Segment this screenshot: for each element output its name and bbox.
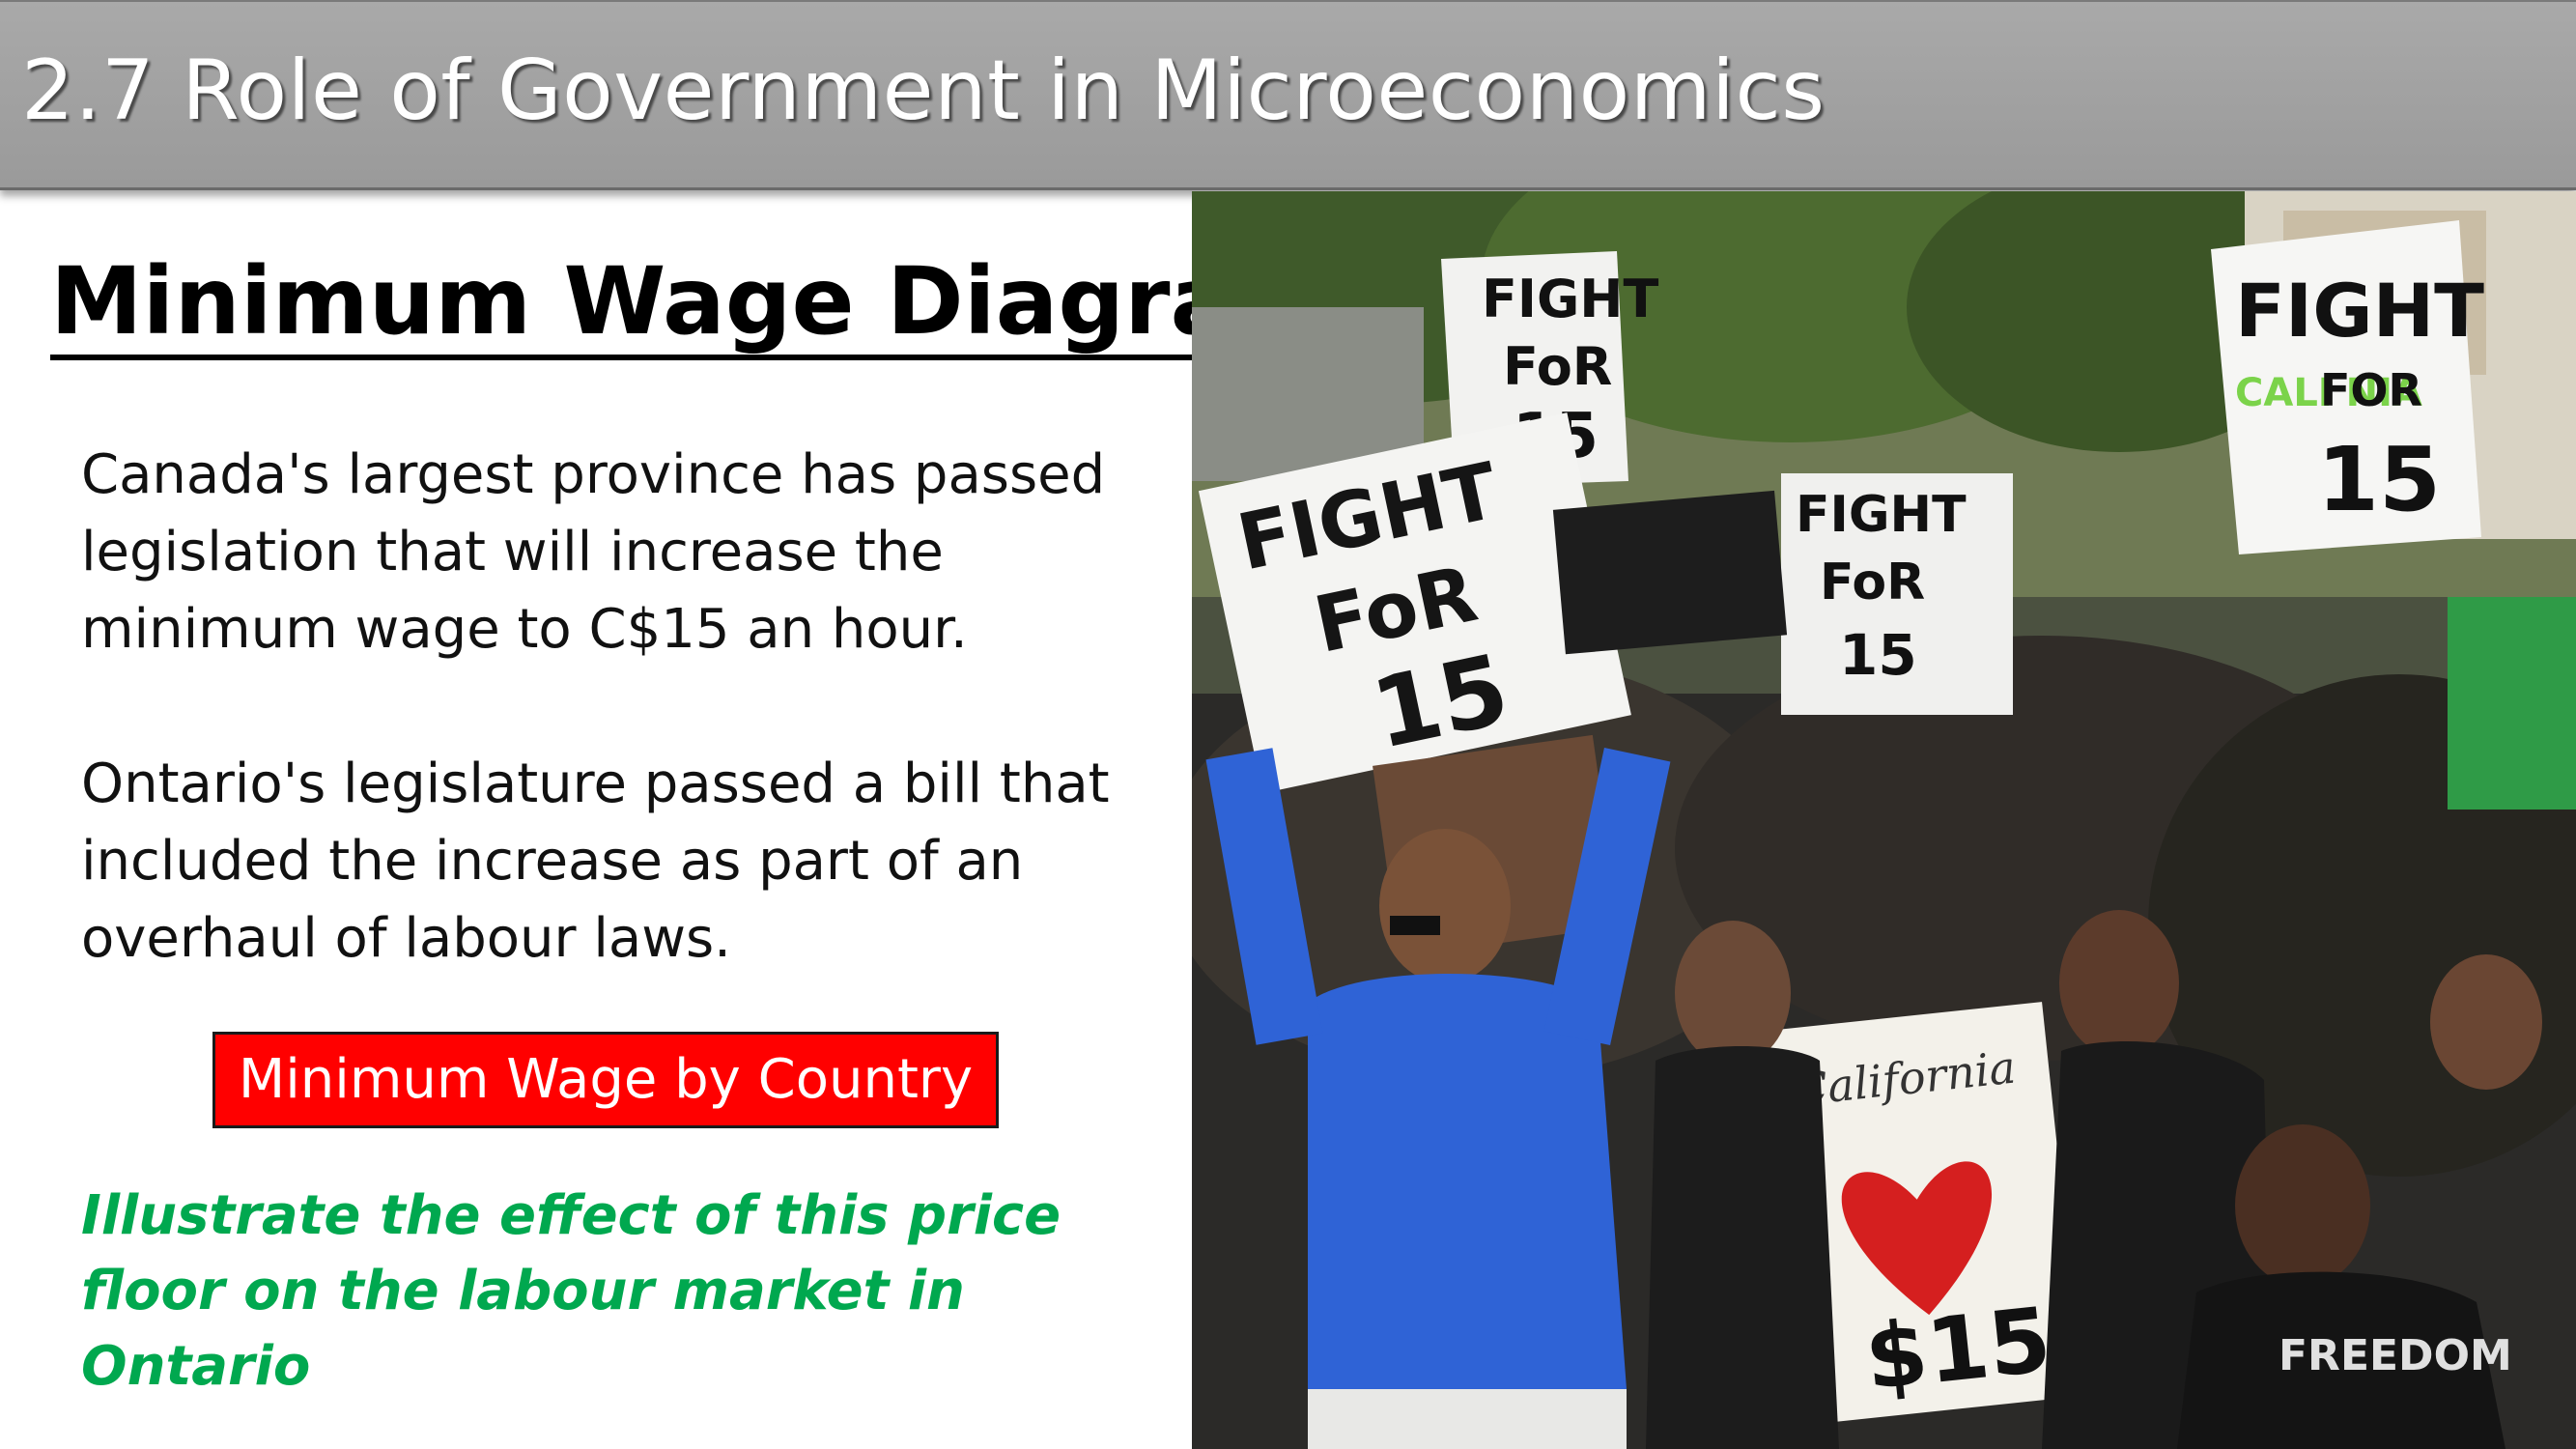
minimum-wage-by-country-button[interactable]: Minimum Wage by Country xyxy=(212,1032,999,1128)
protester-blue-shirt xyxy=(1205,734,1671,1449)
sign-mid-line3: 15 xyxy=(1839,622,1917,688)
california-heart-sign: California $15 xyxy=(1753,1002,2083,1427)
sign-right-line1: FIGHT xyxy=(2235,268,2484,354)
protest-sign-middle: FIGHT FoR 15 xyxy=(1781,473,2013,715)
protest-photo: FIGHT FoR 15 FIGHT FoR 15 FIGHT FoR 15 F… xyxy=(1192,191,2576,1449)
slide-title: 2.7 Role of Government in Microeconomics xyxy=(21,43,1826,139)
sign-right-line3: 15 xyxy=(2317,428,2441,531)
heart-sign-amount: $15 xyxy=(1860,1288,2055,1409)
sign-top-line1: FIGHT xyxy=(1482,269,1658,329)
protest-sign-top: FIGHT FoR 15 xyxy=(1441,251,1658,487)
sign-left-line3: 15 xyxy=(1363,633,1517,771)
protest-sign-left: FIGHT FoR 15 xyxy=(1198,412,1631,794)
paragraph-legislation: Canada's largest province has passed leg… xyxy=(81,443,1106,661)
sign-right-line2: FOR xyxy=(2320,364,2422,416)
task-instruction: Illustrate the effect of this price floo… xyxy=(81,1184,1062,1398)
title-bar: 2.7 Role of Government in Microeconomics xyxy=(0,0,2576,190)
slide-heading: Minimum Wage Diagram xyxy=(50,253,1330,360)
paragraph-bill: Ontario's legislature passed a bill that… xyxy=(81,753,1110,970)
shirt-text-freedom: FREEDOM xyxy=(2279,1331,2512,1380)
sign-mid-line1: FIGHT xyxy=(1796,486,1967,544)
sign-top-line2: FoR xyxy=(1503,336,1612,397)
sign-right-accent: CALI NIA xyxy=(2235,371,2422,415)
sign-mid-line2: FoR xyxy=(1820,554,1925,611)
protest-sign-right: FIGHT CALI NIA FOR 15 xyxy=(2211,220,2484,554)
